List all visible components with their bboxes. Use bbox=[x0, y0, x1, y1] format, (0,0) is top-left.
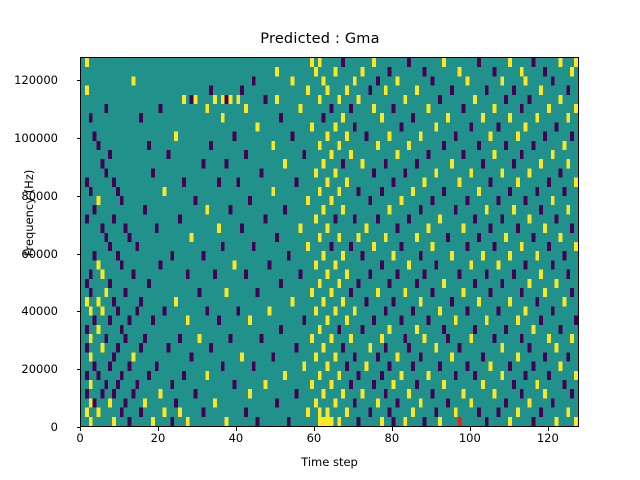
chart-title: Predicted : Gma bbox=[260, 31, 380, 47]
x-axis-label: Time step bbox=[301, 455, 358, 469]
x-tick-mark bbox=[313, 427, 315, 431]
x-tick-mark bbox=[235, 427, 237, 431]
y-tick-mark bbox=[76, 427, 80, 428]
y-tick-mark bbox=[76, 253, 80, 255]
x-tick-mark bbox=[80, 427, 81, 431]
x-tick-label: 80 bbox=[384, 431, 400, 445]
y-tick-mark bbox=[76, 195, 80, 197]
x-tick-label: 40 bbox=[228, 431, 244, 445]
y-tick-mark bbox=[76, 311, 80, 313]
y-tick-label: 40000 bbox=[21, 304, 58, 319]
heatmap-grid bbox=[81, 58, 578, 426]
y-tick-label: 20000 bbox=[21, 362, 58, 377]
y-tick-label: 120000 bbox=[14, 73, 58, 88]
y-tick-mark bbox=[76, 80, 80, 82]
x-tick-mark bbox=[469, 427, 471, 431]
y-tick-mark bbox=[76, 137, 80, 139]
x-tick-label: 60 bbox=[306, 431, 322, 445]
y-tick-mark bbox=[76, 369, 80, 371]
x-tick-mark bbox=[547, 427, 549, 431]
x-tick-mark bbox=[391, 427, 393, 431]
y-tick-label: 0 bbox=[50, 420, 58, 434]
y-tick-label: 60000 bbox=[21, 246, 58, 261]
heatmap-plot-area[interactable] bbox=[80, 57, 579, 427]
x-tick-label: 100 bbox=[458, 431, 481, 445]
x-tick-label: 120 bbox=[536, 431, 559, 445]
y-tick-label: 100000 bbox=[14, 130, 58, 145]
heatmap-canvas bbox=[81, 58, 578, 426]
y-tick-label: 80000 bbox=[21, 188, 58, 203]
x-tick-label: 0 bbox=[76, 431, 84, 445]
x-tick-mark bbox=[157, 427, 159, 431]
x-tick-label: 20 bbox=[150, 431, 166, 445]
